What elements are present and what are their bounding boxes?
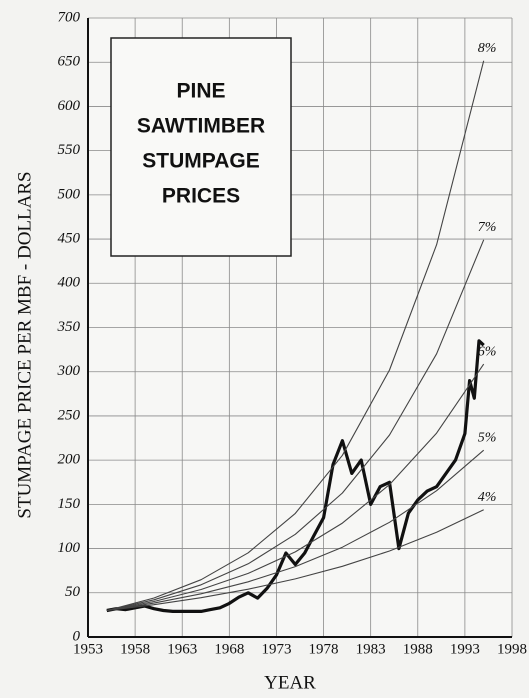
curve-label: 4% xyxy=(478,490,497,505)
y-tick-label: 650 xyxy=(58,54,81,70)
curve-label: 7% xyxy=(478,220,497,235)
x-tick-label: 1973 xyxy=(261,641,291,657)
x-tick-label: 1993 xyxy=(450,641,480,657)
x-tick-label: 1968 xyxy=(214,641,244,657)
marks xyxy=(106,60,485,614)
price-line xyxy=(106,339,485,614)
y-tick-label: 400 xyxy=(58,275,81,291)
title-line: SAWTIMBER xyxy=(137,115,265,138)
y-tick-label: 200 xyxy=(58,452,81,468)
y-tick-label: 0 xyxy=(73,628,81,644)
title-line: STUMPAGE xyxy=(142,150,259,173)
x-tick-label: 1983 xyxy=(356,641,386,657)
x-tick-label: 1978 xyxy=(309,641,339,657)
x-axis-label: YEAR xyxy=(264,672,316,693)
growth-curve xyxy=(106,239,485,612)
x-tick-label: 1958 xyxy=(120,641,150,657)
y-tick-label: 50 xyxy=(65,584,81,600)
y-tick-label: 150 xyxy=(58,496,81,512)
y-tick-label: 350 xyxy=(57,319,81,335)
grid xyxy=(87,17,513,638)
x-tick-label: 1998 xyxy=(497,641,527,657)
x-tick-label: 1963 xyxy=(167,641,197,657)
curve-label: 5% xyxy=(478,430,497,445)
curve-label: 8% xyxy=(478,41,497,56)
growth-curve xyxy=(106,363,485,612)
y-tick-label: 100 xyxy=(58,540,81,556)
y-tick-label: 500 xyxy=(58,186,81,202)
y-tick-label: 700 xyxy=(58,9,81,25)
title-line: PRICES xyxy=(162,185,240,208)
y-tick-label: 450 xyxy=(58,231,81,247)
title-box xyxy=(110,37,292,257)
x-tick-label: 1988 xyxy=(403,641,433,657)
curve-label: 6% xyxy=(478,344,497,359)
x-tick-label: 1953 xyxy=(73,641,103,657)
growth-curve xyxy=(106,60,485,612)
y-tick-label: 250 xyxy=(58,407,81,423)
y-tick-label: 600 xyxy=(58,98,81,114)
y-tick-label: 300 xyxy=(57,363,81,379)
growth-curve xyxy=(106,449,485,612)
y-tick-label: 550 xyxy=(58,142,81,158)
title-line: PINE xyxy=(176,80,225,103)
growth-curve xyxy=(106,509,484,612)
y-axis-label: STUMPAGE PRICE PER MBF - DOLLARS xyxy=(14,171,35,518)
